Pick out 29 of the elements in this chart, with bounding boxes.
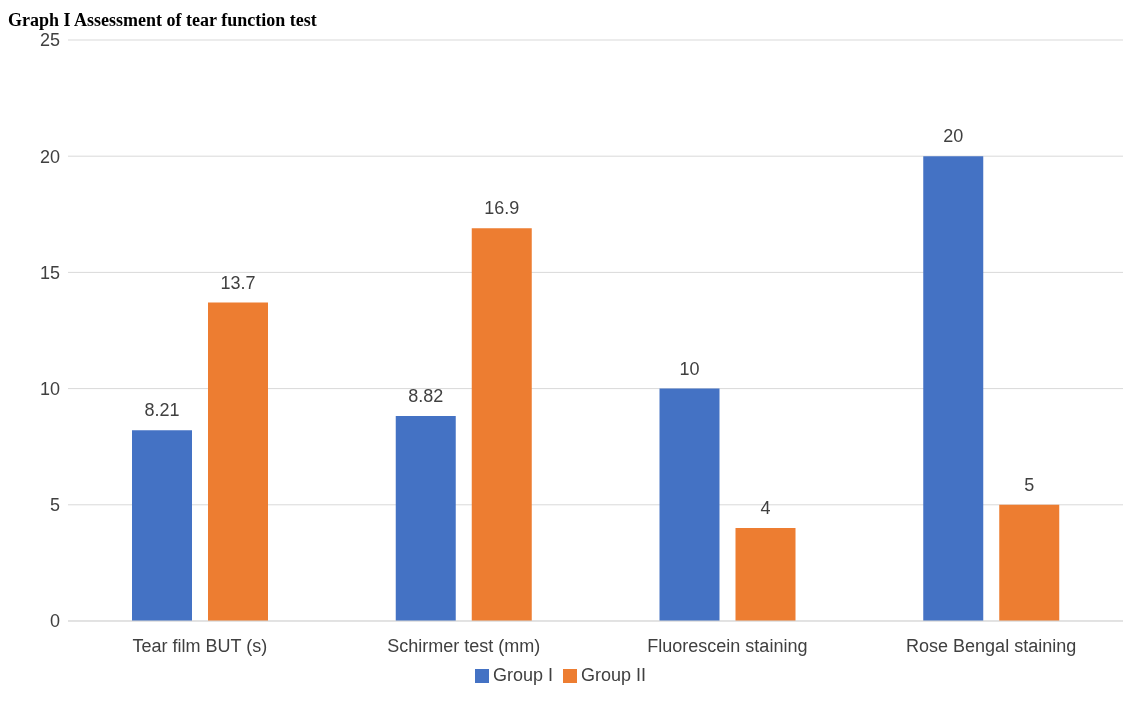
data-label: 8.82 xyxy=(408,386,444,407)
bar xyxy=(659,388,720,621)
data-label: 10 xyxy=(679,358,700,379)
y-tick-label: 5 xyxy=(49,495,60,516)
legend-label: Group II xyxy=(581,665,647,685)
data-label: 20 xyxy=(943,126,964,147)
y-tick-label: 15 xyxy=(39,262,60,283)
data-label: 8.21 xyxy=(144,400,180,421)
x-tick-label: Rose Bengal staining xyxy=(906,635,1077,656)
bar xyxy=(132,430,192,621)
y-tick-label: 0 xyxy=(49,611,60,632)
chart-title: Graph I Assessment of tear function test xyxy=(8,9,318,32)
data-label: 16.9 xyxy=(484,198,520,219)
bar xyxy=(208,302,268,621)
bar xyxy=(923,156,984,621)
data-label: 5 xyxy=(1024,474,1035,495)
bar xyxy=(735,528,796,621)
legend-label: Group I xyxy=(492,665,553,685)
bar xyxy=(999,504,1060,621)
data-label: 13.7 xyxy=(220,272,256,293)
x-tick-label: Tear film BUT (s) xyxy=(132,635,268,656)
x-tick-label: Schirmer test (mm) xyxy=(387,635,541,656)
bar xyxy=(471,228,532,621)
y-tick-label: 20 xyxy=(39,146,60,167)
data-label: 4 xyxy=(760,498,771,519)
bar xyxy=(395,416,456,621)
x-tick-label: Fluorescein staining xyxy=(647,635,808,656)
y-tick-label: 10 xyxy=(39,378,60,399)
y-tick-label: 25 xyxy=(39,30,60,51)
